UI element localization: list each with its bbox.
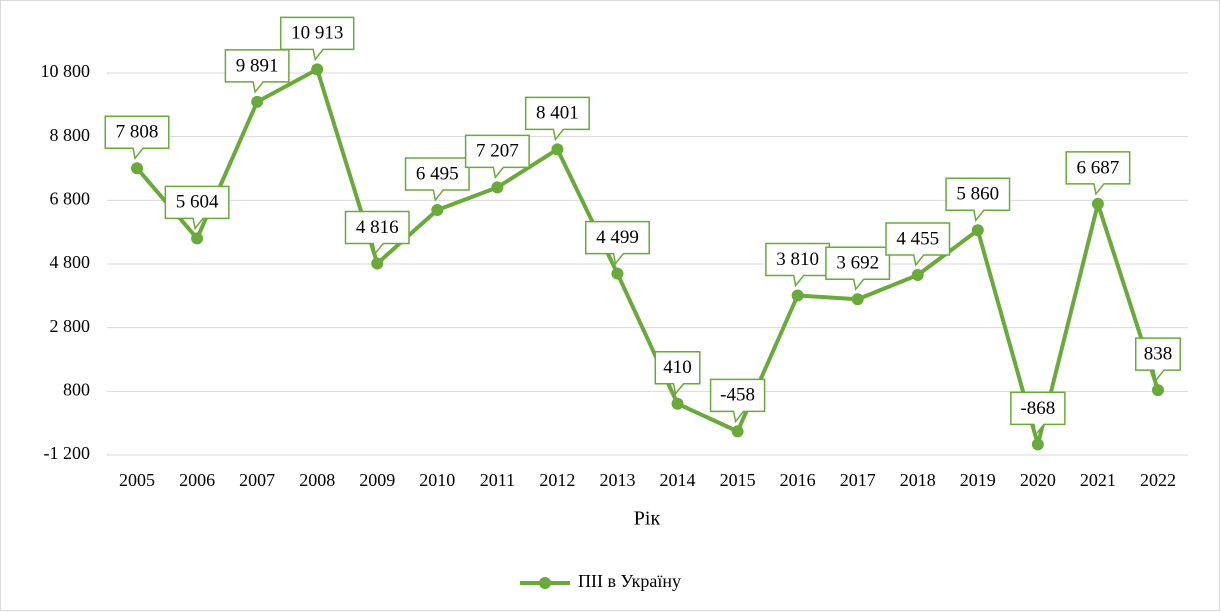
- data-point: [671, 397, 684, 410]
- data-label-box: [464, 134, 530, 180]
- data-label-box: [1134, 337, 1181, 382]
- x-tick-label: 2019: [960, 470, 996, 490]
- data-label: 7 808: [116, 122, 159, 143]
- data-label-box: [344, 210, 410, 256]
- y-tick-label: 10 800: [41, 61, 91, 81]
- data-label: 7 207: [476, 141, 519, 162]
- y-tick-label: 2 800: [50, 316, 91, 336]
- data-label-box: [654, 350, 701, 396]
- data-point: [251, 95, 264, 108]
- data-label: 10 913: [291, 23, 343, 44]
- data-label-box: [1065, 151, 1131, 196]
- x-tick-label: 2017: [840, 470, 876, 490]
- x-tick-label: 2020: [1020, 470, 1056, 490]
- x-tick-label: 2013: [599, 470, 635, 490]
- data-label-box: [945, 177, 1011, 222]
- data-point: [431, 204, 444, 217]
- data-label: 410: [663, 357, 692, 378]
- y-tick-label: -1 200: [44, 443, 91, 463]
- y-tick-label: 4 800: [50, 252, 91, 272]
- data-point: [971, 224, 984, 237]
- x-tick-label: 2014: [660, 470, 696, 490]
- data-label: 9 891: [236, 55, 279, 76]
- x-tick-label: 2009: [359, 470, 395, 490]
- series-line: [135, 67, 1160, 447]
- data-point: [131, 162, 144, 175]
- data-label-box: [524, 96, 590, 142]
- x-tick-label: 2022: [1140, 470, 1176, 490]
- data-label: -458: [720, 385, 755, 406]
- x-tick-label: 2005: [119, 470, 155, 490]
- y-tick-label: 8 800: [50, 125, 91, 145]
- data-label: 5 604: [176, 192, 219, 213]
- data-label-box: [1010, 391, 1066, 437]
- data-label: 838: [1144, 343, 1173, 364]
- data-label-box: [709, 378, 766, 424]
- data-point: [1091, 197, 1104, 210]
- legend-marker: [539, 577, 551, 589]
- x-axis-label: Рік: [634, 508, 661, 530]
- data-point: [911, 268, 924, 281]
- data-point: [1031, 438, 1044, 451]
- data-point: [551, 143, 564, 156]
- y-tick-label: 6 800: [50, 188, 91, 208]
- x-tick-label: 2006: [179, 470, 215, 490]
- data-point: [731, 425, 744, 438]
- data-label: 8 401: [536, 103, 579, 124]
- data-label-box: [584, 220, 650, 266]
- data-label: 4 816: [356, 217, 399, 238]
- x-tick-label: 2007: [239, 470, 275, 490]
- data-label: 3 810: [776, 249, 819, 270]
- data-point: [371, 257, 384, 270]
- data-label-box: [279, 16, 355, 62]
- data-point: [851, 293, 864, 306]
- data-label: 3 692: [836, 253, 879, 274]
- data-label: 6 495: [416, 163, 459, 184]
- data-label-box: [885, 222, 951, 267]
- data-label: 4 455: [896, 228, 939, 249]
- data-point: [1151, 384, 1164, 397]
- x-tick-label: 2008: [299, 470, 335, 490]
- data-point: [491, 181, 504, 194]
- data-point: [791, 289, 804, 302]
- data-point: [191, 232, 204, 245]
- data-label-box: [224, 49, 290, 94]
- x-tick-label: 2012: [539, 470, 575, 490]
- x-tick-label: 2011: [480, 470, 515, 490]
- x-tick-label: 2018: [900, 470, 936, 490]
- data-point: [611, 267, 624, 280]
- x-tick-label: 2010: [419, 470, 455, 490]
- data-label-box: [164, 185, 230, 231]
- y-tick-label: 800: [63, 379, 90, 399]
- data-label: -868: [1020, 398, 1055, 419]
- data-point: [311, 63, 324, 76]
- x-tick-label: 2021: [1080, 470, 1116, 490]
- x-tick-label: 2016: [780, 470, 816, 490]
- data-label: 6 687: [1077, 157, 1120, 178]
- legend-label: ПІІ в Україну: [578, 571, 681, 591]
- x-tick-label: 2015: [720, 470, 756, 490]
- data-label: 5 860: [956, 184, 999, 205]
- data-label-box: [104, 115, 170, 160]
- data-label: 4 499: [596, 227, 639, 248]
